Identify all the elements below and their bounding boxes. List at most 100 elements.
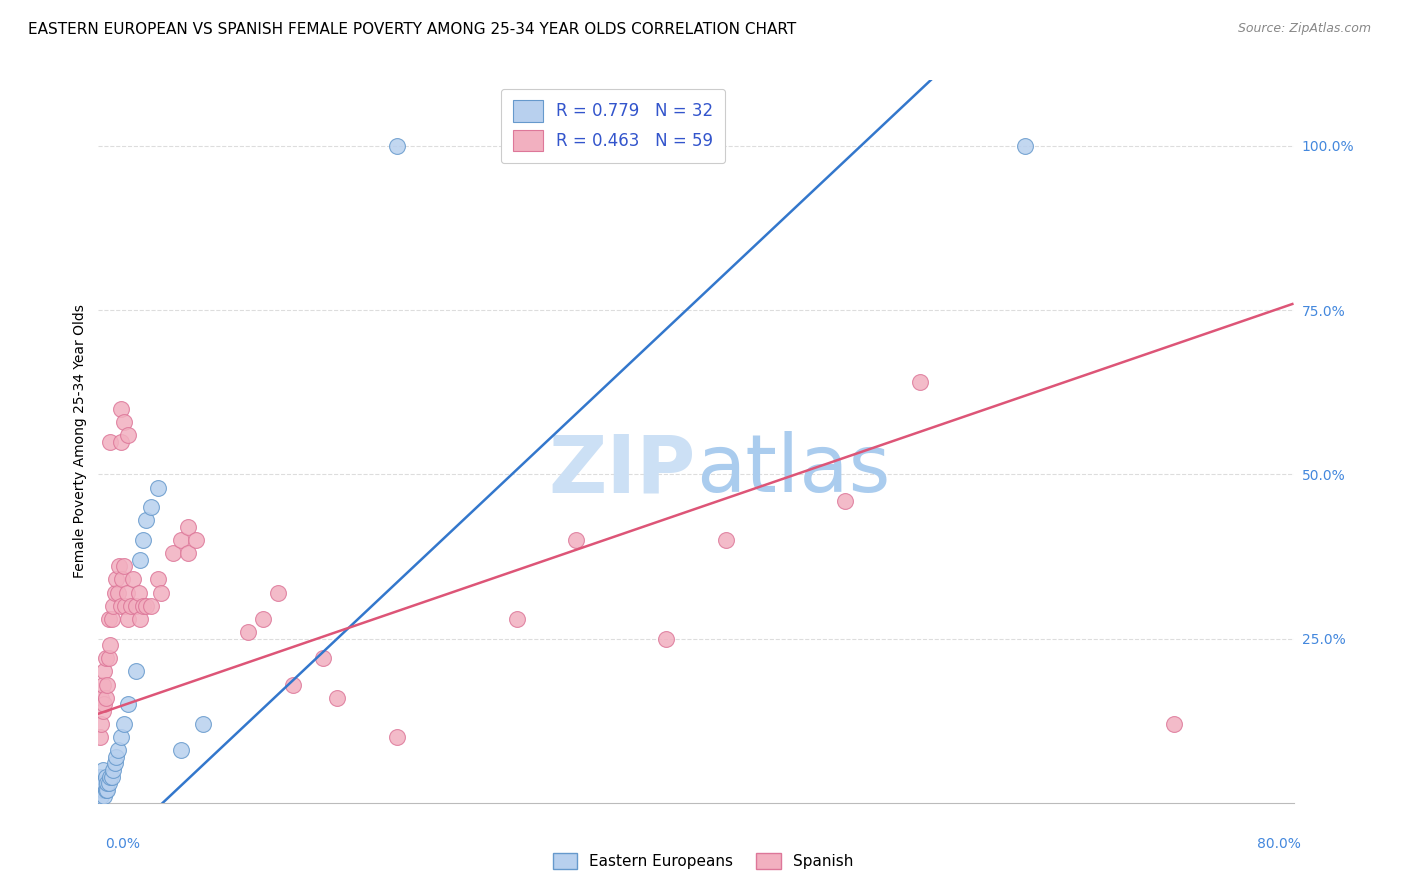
Point	[98, 770, 122, 784]
Point	[110, 401, 132, 416]
Point	[117, 612, 139, 626]
Point	[104, 585, 127, 599]
Point	[91, 704, 114, 718]
Point	[385, 139, 409, 153]
Point	[111, 573, 134, 587]
Legend: R = 0.779   N = 32, R = 0.463   N = 59: R = 0.779 N = 32, R = 0.463 N = 59	[501, 88, 725, 163]
Point	[120, 599, 142, 613]
Point	[139, 500, 162, 515]
Point	[148, 481, 170, 495]
Point	[281, 677, 304, 691]
Point	[103, 599, 125, 613]
Point	[714, 533, 737, 547]
Point	[107, 585, 129, 599]
Point	[162, 546, 184, 560]
Point	[169, 533, 191, 547]
Point	[110, 434, 132, 449]
Point	[177, 520, 200, 534]
Point	[91, 677, 114, 691]
Text: 0.0%: 0.0%	[105, 837, 141, 851]
Point	[97, 651, 120, 665]
Point	[96, 782, 118, 797]
Point	[91, 782, 114, 797]
Point	[128, 585, 150, 599]
Point	[96, 776, 118, 790]
Point	[91, 763, 114, 777]
Point	[108, 559, 131, 574]
Text: Source: ZipAtlas.com: Source: ZipAtlas.com	[1237, 22, 1371, 36]
Point	[191, 717, 214, 731]
Point	[98, 434, 122, 449]
Point	[1163, 717, 1185, 731]
Text: EASTERN EUROPEAN VS SPANISH FEMALE POVERTY AMONG 25-34 YEAR OLDS CORRELATION CHA: EASTERN EUROPEAN VS SPANISH FEMALE POVER…	[28, 22, 796, 37]
Point	[101, 770, 124, 784]
Point	[132, 533, 155, 547]
Point	[135, 599, 157, 613]
Point	[267, 585, 290, 599]
Point	[177, 546, 200, 560]
Text: ZIP: ZIP	[548, 432, 696, 509]
Point	[94, 782, 117, 797]
Point	[565, 533, 588, 547]
Point	[117, 698, 139, 712]
Point	[97, 612, 120, 626]
Point	[112, 415, 135, 429]
Point	[1014, 139, 1036, 153]
Point	[129, 553, 152, 567]
Point	[110, 599, 132, 613]
Point	[90, 776, 112, 790]
Point	[107, 743, 129, 757]
Point	[89, 782, 111, 797]
Point	[117, 428, 139, 442]
Point	[135, 513, 157, 527]
Text: 80.0%: 80.0%	[1257, 837, 1301, 851]
Point	[94, 651, 117, 665]
Point	[98, 638, 122, 652]
Point	[112, 717, 135, 731]
Point	[385, 730, 409, 744]
Legend: Eastern Europeans, Spanish: Eastern Europeans, Spanish	[547, 847, 859, 875]
Point	[93, 789, 115, 804]
Point	[834, 493, 856, 508]
Text: atlas: atlas	[696, 432, 890, 509]
Point	[104, 756, 127, 771]
Point	[112, 559, 135, 574]
Point	[90, 717, 112, 731]
Point	[908, 376, 931, 390]
Point	[110, 730, 132, 744]
Point	[139, 599, 162, 613]
Point	[121, 573, 143, 587]
Point	[89, 770, 111, 784]
Point	[125, 599, 148, 613]
Point	[103, 763, 125, 777]
Point	[150, 585, 173, 599]
Point	[93, 698, 115, 712]
Point	[105, 749, 128, 764]
Point	[90, 690, 112, 705]
Point	[129, 612, 152, 626]
Point	[506, 612, 529, 626]
Point	[115, 585, 138, 599]
Point	[132, 599, 155, 613]
Point	[1357, 139, 1379, 153]
Point	[236, 625, 259, 640]
Point	[93, 776, 115, 790]
Point	[90, 789, 112, 804]
Y-axis label: Female Poverty Among 25-34 Year Olds: Female Poverty Among 25-34 Year Olds	[73, 304, 87, 579]
Point	[94, 690, 117, 705]
Point	[169, 743, 191, 757]
Point	[105, 573, 128, 587]
Point	[184, 533, 207, 547]
Point	[114, 599, 136, 613]
Point	[89, 730, 111, 744]
Point	[326, 690, 349, 705]
Point	[252, 612, 274, 626]
Point	[655, 632, 678, 646]
Point	[311, 651, 333, 665]
Point	[148, 573, 170, 587]
Point	[101, 612, 124, 626]
Point	[97, 776, 120, 790]
Point	[125, 665, 148, 679]
Point	[93, 665, 115, 679]
Point	[94, 770, 117, 784]
